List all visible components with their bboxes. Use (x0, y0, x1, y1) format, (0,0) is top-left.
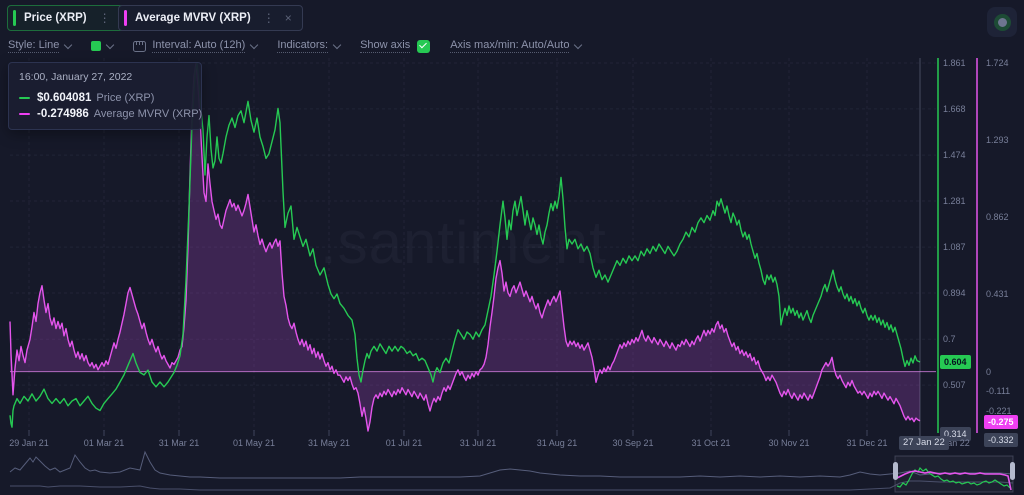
tooltip-price-label: Price (XRP) (96, 92, 155, 104)
kebab-menu-icon[interactable]: ⋮ (262, 11, 275, 25)
indicators-dropdown[interactable]: Indicators: (277, 39, 342, 53)
x-axis-label: 31 Dec 21 (846, 438, 888, 448)
record-circle-icon (993, 13, 1011, 31)
navigator-right-handle[interactable] (1010, 462, 1015, 480)
close-icon[interactable]: × (284, 11, 292, 25)
price-axis-label: 1.474 (943, 150, 966, 160)
tooltip-datetime: 16:00, January 27, 2022 (19, 71, 133, 83)
style-label: Style: Line (8, 39, 60, 53)
mvrv-axis-min-badge: -0.332 (984, 433, 1018, 447)
chart-tooltip: 16:00, January 27, 2022 $0.604081 Price … (8, 62, 202, 130)
interval-label: Interval: Auto (12h) (152, 39, 246, 53)
mvrv-axis-label: 1.293 (986, 135, 1009, 145)
color-swatch (91, 41, 102, 51)
tab-label: Average MVRV (XRP) (135, 12, 251, 24)
mvrv-axis-label: 0 (986, 367, 992, 377)
axis-maxmin-dropdown[interactable]: Axis max/min: Auto/Auto (450, 39, 583, 53)
navigator-mvrv-mini (896, 470, 1012, 491)
chart-toolbar: Style: Line Interval: Auto (12h) Indicat… (8, 37, 583, 55)
tooltip-row-price: $0.604081 Price (XRP) (19, 92, 191, 104)
price-axis-label: 1.668 (943, 104, 966, 114)
mvrv-line-series (9, 63, 921, 432)
price-axis-label: 1.087 (943, 242, 966, 252)
tab-accent-bar (124, 10, 127, 26)
navigator-mvrv-history (10, 480, 1014, 491)
x-axis-label: 31 Mar 21 (158, 438, 200, 448)
x-axis-current-date-badge: 27 Jan 22 (899, 436, 949, 450)
show-axis-checkbox[interactable] (417, 39, 431, 53)
mvrv-current-value-badge: -0.275 (984, 415, 1018, 429)
x-axis-label: 31 Aug 21 (536, 438, 578, 448)
tab-average-mvrv-xrp[interactable]: Average MVRV (XRP) ⋮ × (118, 5, 303, 31)
mvrv-axis-label: 0.862 (986, 212, 1009, 222)
navigator-left-handle[interactable] (893, 462, 898, 480)
price-axis-label: 1.281 (943, 196, 966, 206)
x-axis-label: 31 Oct 21 (691, 438, 731, 448)
mvrv-axis-label: -0.221 (986, 406, 1012, 416)
price-axis-label: 1.861 (943, 58, 966, 68)
tooltip-row-mvrv: -0.274986 Average MVRV (XRP) (19, 108, 202, 120)
mvrv-area-fill (10, 63, 920, 431)
show-axis-toggle[interactable]: Show axis (360, 39, 431, 53)
mvrv-axis-label: -0.111 (986, 386, 1011, 396)
tab-label: Price (XRP) (24, 12, 87, 24)
axis-maxmin-label: Axis max/min: Auto/Auto (450, 39, 570, 53)
price-current-value-badge: 0.604 (940, 355, 971, 369)
color-picker-dropdown[interactable] (91, 40, 115, 51)
x-axis-label: 01 Jul 21 (385, 438, 423, 448)
kebab-menu-icon[interactable]: ⋮ (98, 11, 111, 25)
x-axis-label-partial: 31 Jan 22 (930, 438, 970, 448)
tooltip-mvrv-value: -0.274986 (37, 108, 89, 120)
mvrv-axis-label: 1.724 (986, 58, 1009, 68)
price-axis-label: 0.894 (943, 288, 966, 298)
tab-price-xrp[interactable]: Price (XRP) ⋮ × (7, 5, 139, 31)
x-axis-label: 31 Jul 21 (459, 438, 497, 448)
interval-dropdown[interactable]: Interval: Auto (12h) (133, 39, 259, 53)
x-axis-label: 01 Mar 21 (83, 438, 125, 448)
price-axis-label: 0.7 (943, 334, 956, 344)
x-axis-label: 30 Sep 21 (612, 438, 654, 448)
navigator-price-history (9, 450, 1014, 479)
price-series-dash-icon (19, 97, 30, 99)
indicators-label: Indicators: (277, 39, 329, 53)
interval-icon (133, 40, 147, 52)
style-dropdown[interactable]: Style: Line (8, 39, 73, 53)
tooltip-mvrv-label: Average MVRV (XRP) (93, 108, 203, 120)
show-axis-label: Show axis (360, 39, 411, 53)
x-axis-label: 01 May 21 (232, 438, 276, 448)
x-axis-label: 29 Jan 21 (9, 438, 49, 448)
chart-settings-button[interactable] (987, 7, 1017, 37)
tab-accent-bar (13, 10, 16, 26)
x-axis-label: 30 Nov 21 (768, 438, 810, 448)
price-line-series (9, 62, 921, 428)
price-axis-label: 0.507 (943, 380, 966, 390)
tooltip-price-value: $0.604081 (37, 92, 92, 104)
mvrv-axis-label: 0.431 (986, 289, 1009, 299)
x-axis-label: 31 May 21 (307, 438, 351, 448)
mvrv-series-dash-icon (19, 113, 30, 115)
